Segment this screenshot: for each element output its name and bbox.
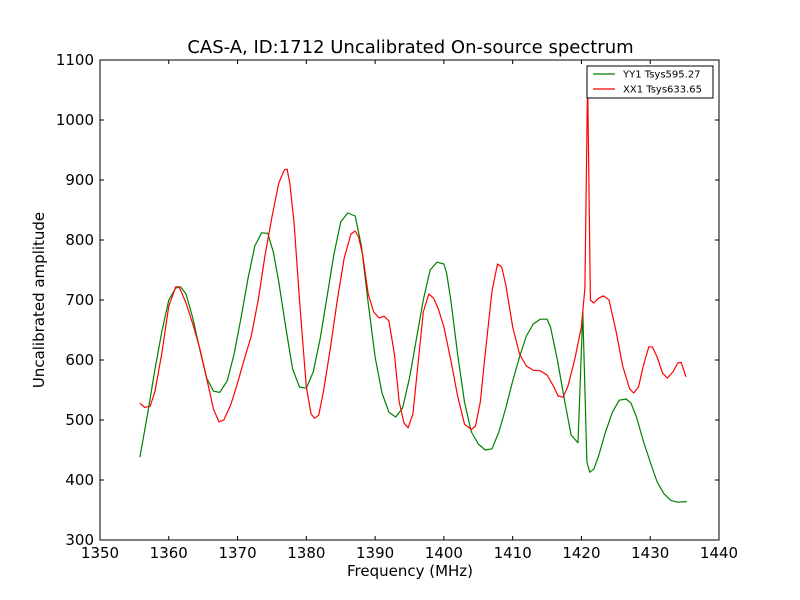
x-tick-label-5: 1400: [425, 544, 463, 562]
x-tick-label-7: 1420: [562, 544, 600, 562]
x-tick-label-8: 1430: [631, 544, 669, 562]
x-tick-label-3: 1380: [287, 544, 325, 562]
x-tick-label-2: 1370: [218, 544, 256, 562]
y-axis-title: Uncalibrated amplitude: [30, 212, 48, 388]
y-tick-label-8: 1100: [56, 51, 94, 69]
y-tick-label-6: 900: [65, 171, 94, 189]
y-tick-label-2: 500: [65, 411, 94, 429]
x-tick-label-1: 1360: [150, 544, 188, 562]
legend-label-xx1: XX1 Tsys633.65: [623, 85, 702, 96]
x-tick-label-0: 1350: [81, 544, 119, 562]
x-tick-label-9: 1440: [700, 544, 738, 562]
y-axis: 300 400 500 600 700 800 900 1000 1100: [56, 51, 719, 549]
y-tick-label-1: 400: [65, 471, 94, 489]
plot-frame: [99, 59, 720, 541]
y-tick-label-3: 600: [65, 351, 94, 369]
x-tick-label-6: 1410: [494, 544, 532, 562]
legend: YY1 Tsys595.27 XX1 Tsys633.65: [586, 65, 714, 99]
y-tick-label-0: 300: [65, 531, 94, 549]
x-axis-title: Frequency (MHz): [347, 562, 473, 580]
series-line-1: [139, 78, 687, 431]
y-tick-label-5: 800: [65, 231, 94, 249]
x-tick-label-4: 1390: [356, 544, 394, 562]
plot-area: [139, 78, 687, 503]
y-tick-label-7: 1000: [56, 111, 94, 129]
legend-box: [586, 65, 714, 99]
x-axis: 1350 1360 1370 1380 1390 1400 1410 1420 1430 1440: [81, 60, 738, 562]
legend-label-yy1: YY1 Tsys595.27: [622, 70, 701, 81]
series-line-0: [139, 212, 687, 503]
chart-title: CAS-A, ID:1712 Uncalibrated On-source sp…: [187, 37, 633, 58]
y-tick-label-4: 700: [65, 291, 94, 309]
